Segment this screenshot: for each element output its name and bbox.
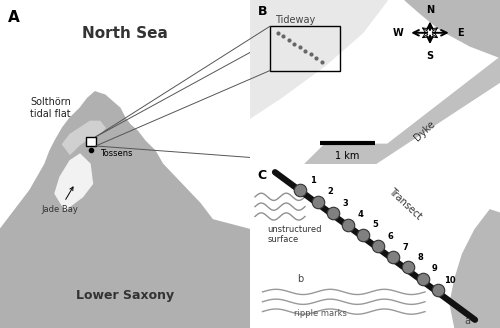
Text: W: W <box>392 28 403 38</box>
Text: Lower Saxony: Lower Saxony <box>76 289 174 302</box>
Text: 4: 4 <box>357 210 363 219</box>
Polygon shape <box>405 0 500 57</box>
Text: B: B <box>258 5 267 18</box>
Polygon shape <box>305 57 500 164</box>
Polygon shape <box>62 121 105 154</box>
Polygon shape <box>55 154 92 210</box>
Text: N: N <box>426 5 434 15</box>
Text: b: b <box>297 274 303 284</box>
Text: unstructured
surface: unstructured surface <box>268 225 322 244</box>
Text: Tideway: Tideway <box>275 15 315 25</box>
Text: 1: 1 <box>310 176 316 185</box>
Polygon shape <box>250 0 388 118</box>
Text: 10: 10 <box>444 276 456 285</box>
Text: North Sea: North Sea <box>82 26 168 41</box>
Text: Jade Bay: Jade Bay <box>42 187 78 214</box>
Bar <box>270 26 340 71</box>
Text: 2: 2 <box>327 187 333 196</box>
Text: 9: 9 <box>432 264 438 274</box>
Text: Dyke: Dyke <box>412 119 438 143</box>
Text: ripple marks: ripple marks <box>294 309 346 318</box>
Text: 3: 3 <box>342 199 348 208</box>
Text: 8: 8 <box>417 253 423 262</box>
Text: E: E <box>457 28 464 38</box>
Text: 6: 6 <box>387 232 393 241</box>
Text: 1 km: 1 km <box>336 151 359 161</box>
Text: Solthörn
tidal flat: Solthörn tidal flat <box>30 97 71 119</box>
Polygon shape <box>0 92 250 328</box>
Text: Transect: Transect <box>386 186 424 221</box>
Bar <box>86 137 96 146</box>
Polygon shape <box>450 210 500 328</box>
Text: a: a <box>464 317 470 326</box>
Text: S: S <box>426 51 434 60</box>
Text: C: C <box>258 169 266 182</box>
Text: A: A <box>8 10 19 25</box>
Text: 7: 7 <box>402 243 408 252</box>
Text: Tossens: Tossens <box>100 149 132 158</box>
Text: 5: 5 <box>372 220 378 229</box>
